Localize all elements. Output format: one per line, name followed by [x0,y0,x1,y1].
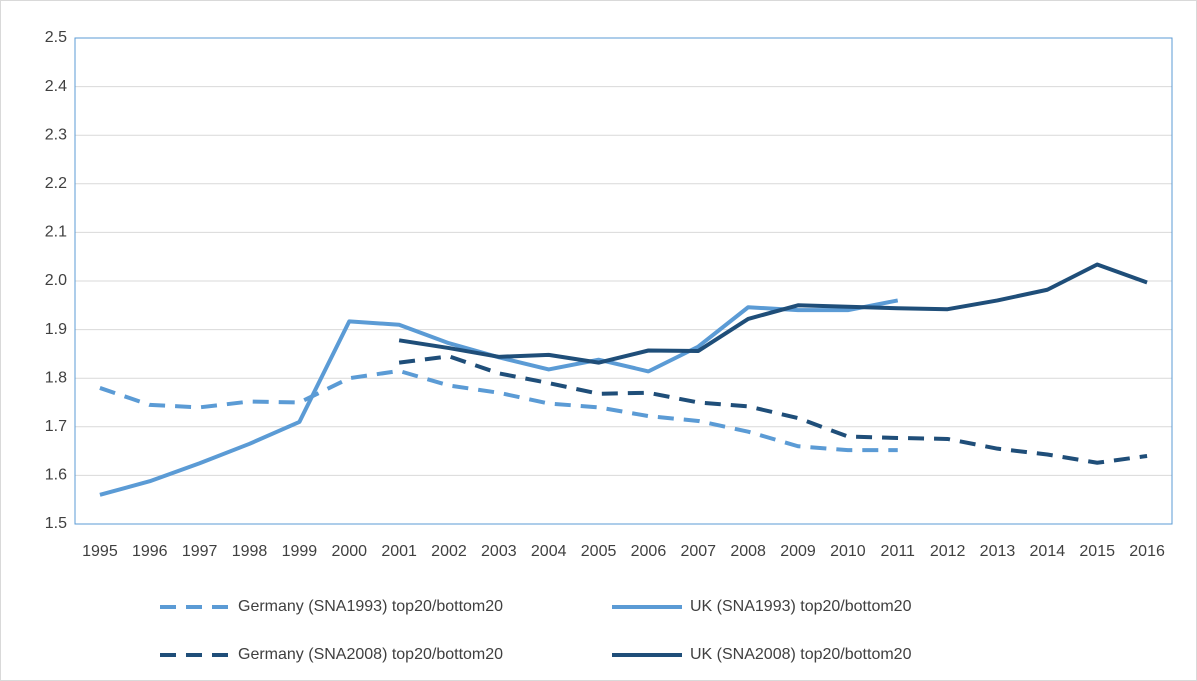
y-tick-label: 1.8 [45,369,67,386]
x-tick-label: 2012 [930,543,966,560]
legend-label: UK (SNA1993) top20/bottom20 [690,598,912,615]
y-tick-label: 2.2 [45,175,67,192]
x-tick-label: 2009 [780,543,816,560]
x-tick-label: 2013 [980,543,1016,560]
x-tick-label: 2005 [581,543,617,560]
x-tick-label: 1999 [282,543,318,560]
series-line [398,354,1148,465]
y-tick-label: 2.1 [45,224,67,241]
y-tick-label: 1.5 [45,515,67,532]
x-tick-label: 2008 [730,543,766,560]
x-tick-label: 1996 [132,543,168,560]
x-tick-label: 2011 [881,543,916,560]
y-tick-label: 2.4 [45,78,67,95]
x-tick-label: 2001 [381,543,417,560]
plot-frame [74,37,1173,525]
y-tick-label: 2.3 [45,126,67,143]
x-tick-label: 2006 [631,543,667,560]
x-tick-label: 1997 [182,543,218,560]
x-tick-label: 2000 [331,543,367,560]
y-tick-label: 1.7 [45,418,67,435]
x-tick-label: 2004 [531,543,567,560]
x-tick-label: 2016 [1129,543,1165,560]
x-tick-label: 2014 [1030,543,1066,560]
x-tick-label: 2010 [830,543,866,560]
x-tick-label: 2003 [481,543,517,560]
y-tick-label: 2.5 [45,29,67,46]
y-tick-label: 1.6 [45,467,67,484]
legend-label: UK (SNA2008) top20/bottom20 [690,646,912,663]
x-tick-label: 1998 [232,543,268,560]
x-tick-label: 2015 [1079,543,1115,560]
legend-label: Germany (SNA2008) top20/bottom20 [238,646,503,663]
y-tick-label: 2.0 [45,272,67,289]
legend-label: Germany (SNA1993) top20/bottom20 [238,598,503,615]
x-tick-label: 1995 [82,543,118,560]
series-line [99,368,898,453]
y-tick-label: 1.9 [45,321,67,338]
x-tick-label: 2002 [431,543,467,560]
x-tick-label: 2007 [680,543,716,560]
series-line [398,262,1148,365]
